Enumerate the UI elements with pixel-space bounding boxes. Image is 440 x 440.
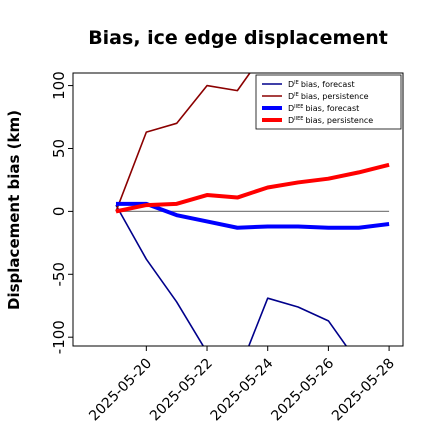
series-line <box>115 162 390 214</box>
series-line <box>115 204 348 346</box>
legend-symbol: D <box>288 80 294 89</box>
x-tick-label: 2025-05-28 <box>329 356 398 425</box>
x-tick-label: 2025-05-26 <box>268 355 337 424</box>
y-tick-label: 50 <box>50 139 68 158</box>
legend-label: DIIEE bias, forecast <box>288 104 359 113</box>
legend-label: DIIEE bias, persistence <box>288 116 373 125</box>
y-tick-label: 0 <box>50 207 68 217</box>
legend-name: bias, persistence <box>305 116 373 125</box>
legend-superscript: IIEE <box>294 104 303 110</box>
y-tick-label: -50 <box>50 262 68 287</box>
legend-name: bias, persistence <box>301 92 369 101</box>
series-line <box>115 201 390 230</box>
x-tick-label: 2025-05-20 <box>86 356 155 425</box>
legend-symbol: D <box>288 116 294 125</box>
legend-label: DIE bias, persistence <box>288 92 369 101</box>
legend-superscript: IIEE <box>294 116 303 122</box>
legend-name: bias, forecast <box>305 104 359 113</box>
y-tick-label: -100 <box>50 320 68 354</box>
y-tick-label: 100 <box>50 71 68 100</box>
legend-symbol: D <box>288 92 294 101</box>
plot-area <box>115 73 390 346</box>
plot-frame <box>72 72 404 347</box>
x-tick-label: 2025-05-22 <box>147 356 216 425</box>
series-line <box>115 73 251 212</box>
legend-superscript: IE <box>294 92 299 98</box>
legend-label: DIE bias, forecast <box>288 80 355 89</box>
y-axis-label: Displacement bias (km) <box>5 110 23 310</box>
x-tick-label: 2025-05-24 <box>208 355 277 424</box>
legend-superscript: IE <box>294 80 299 86</box>
legend-name: bias, forecast <box>301 80 355 89</box>
legend-symbol: D <box>288 104 294 113</box>
chart-title: Bias, ice edge displacement <box>88 27 388 49</box>
